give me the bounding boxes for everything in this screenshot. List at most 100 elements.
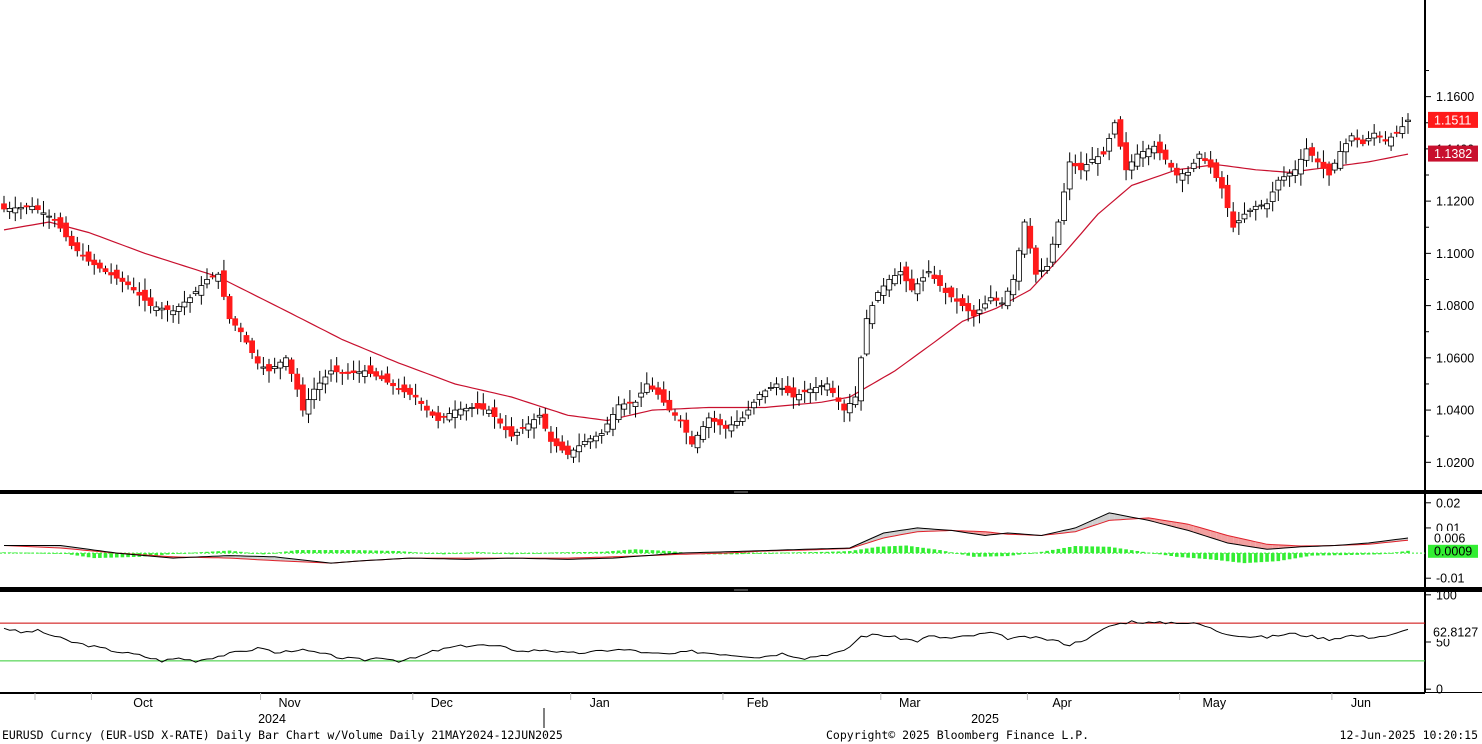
macd-histogram-bar xyxy=(577,552,581,554)
candle-body xyxy=(841,403,848,411)
macd-histogram-bar xyxy=(340,550,345,554)
candle-body xyxy=(564,445,571,455)
macd-histogram-bar xyxy=(1197,553,1202,559)
candle-body xyxy=(1173,167,1180,176)
candle-body xyxy=(40,212,47,215)
ma-value-label: 1.1382 xyxy=(1434,147,1472,161)
macd-histogram-bar xyxy=(769,553,773,554)
macd-histogram-bar xyxy=(1344,553,1348,556)
rsi-layer xyxy=(0,620,1425,663)
candle-body xyxy=(345,371,351,374)
candle-body xyxy=(221,270,227,297)
macd-histogram-bar xyxy=(1270,553,1275,562)
macd-histogram-bar xyxy=(255,553,260,554)
price-tick-label: 1.0400 xyxy=(1436,404,1474,418)
macd-histogram-bar xyxy=(509,553,514,555)
macd-histogram-bar xyxy=(1338,553,1343,556)
macd-histogram-bar xyxy=(239,551,243,554)
candle-body xyxy=(1032,247,1039,275)
macd-fill-segment xyxy=(1216,532,1222,542)
macd-histogram-bar xyxy=(1129,550,1134,554)
macd-histogram-bar xyxy=(656,550,660,554)
macd-fill-segment xyxy=(906,528,912,534)
macd-histogram-bar xyxy=(746,553,751,554)
candle-body xyxy=(852,396,859,406)
candle-body xyxy=(1021,221,1028,255)
candle-body xyxy=(170,310,177,316)
candle-body xyxy=(328,370,334,375)
candle-body xyxy=(908,278,915,291)
macd-histogram-bar xyxy=(114,553,119,558)
macd-histogram-bar xyxy=(797,552,801,554)
macd-fill-segment xyxy=(240,555,247,560)
candle-body xyxy=(130,287,137,291)
macd-histogram-bar xyxy=(785,552,790,554)
candle-body xyxy=(784,385,791,394)
candle-body xyxy=(164,305,171,310)
candle-body xyxy=(1405,119,1411,122)
candle-body xyxy=(970,309,977,317)
time-axis-bg xyxy=(0,693,1482,744)
candle-body xyxy=(57,217,64,229)
macd-fill-segment xyxy=(1227,535,1234,544)
candle-body xyxy=(1134,153,1141,167)
candle-body xyxy=(254,356,261,364)
macd-histogram-bar xyxy=(757,553,762,554)
candle-body xyxy=(925,271,932,274)
candle-body xyxy=(1094,156,1101,164)
candle-body xyxy=(1230,211,1237,228)
macd-histogram-bar xyxy=(1107,546,1111,554)
macd-histogram-bar xyxy=(126,553,130,558)
macd-histogram-bar xyxy=(222,550,226,554)
macd-histogram-bar xyxy=(628,549,632,554)
candle-body xyxy=(1371,132,1378,139)
macd-histogram-bar xyxy=(825,551,830,554)
macd-histogram-bar xyxy=(1175,553,1179,557)
candle-body xyxy=(553,438,560,447)
macd-histogram-bar xyxy=(599,551,604,554)
candle-body xyxy=(1038,269,1045,272)
candle-body xyxy=(1151,145,1158,154)
macd-fill-segment xyxy=(1250,540,1256,548)
macd-value-badge xyxy=(1428,530,1478,545)
macd-histogram-bar xyxy=(1259,553,1264,563)
macd-histogram-bar xyxy=(75,553,80,556)
candle-body xyxy=(638,392,645,398)
macd-fill-segment xyxy=(1182,523,1189,531)
price-tick-label: 1.0800 xyxy=(1436,299,1474,313)
candle-body xyxy=(1016,250,1022,282)
macd-histogram-bar xyxy=(566,552,570,554)
candle-body xyxy=(959,298,966,306)
macd-histogram-bar xyxy=(19,552,23,554)
macd-histogram-bar xyxy=(988,553,993,557)
macd-histogram-bar xyxy=(1282,553,1286,561)
candle-body xyxy=(226,296,233,320)
price-tick-label: 1.1600 xyxy=(1436,90,1474,104)
macd-histogram-bar xyxy=(2,552,6,554)
candle-body xyxy=(1292,169,1299,176)
candle-body xyxy=(384,373,391,383)
candle-body xyxy=(1049,243,1056,263)
macd-histogram-bar xyxy=(103,553,108,558)
macd-histogram-bar xyxy=(543,552,548,554)
macd-histogram-bar xyxy=(36,552,40,554)
macd-histogram-bar xyxy=(1225,553,1230,562)
macd-fill-segment xyxy=(269,556,275,561)
macd-histogram-bar xyxy=(1073,546,1078,554)
macd-fill-segment xyxy=(1261,543,1268,550)
macd-fill-segment xyxy=(883,532,890,538)
macd-histogram-bar xyxy=(932,549,937,554)
macd-histogram-bar xyxy=(1039,551,1044,554)
candle-body xyxy=(581,441,588,445)
macd-histogram-bar xyxy=(492,553,497,554)
macd-histogram-bar xyxy=(1158,553,1162,555)
macd-histogram-bar xyxy=(470,552,474,554)
candle-body xyxy=(1123,142,1129,171)
candle-body xyxy=(993,297,1000,301)
candle-body xyxy=(1235,220,1242,224)
candle-body xyxy=(1258,204,1265,207)
candle-body xyxy=(903,266,910,282)
macd-fill-segment xyxy=(1193,525,1200,535)
candle-body xyxy=(333,365,340,373)
